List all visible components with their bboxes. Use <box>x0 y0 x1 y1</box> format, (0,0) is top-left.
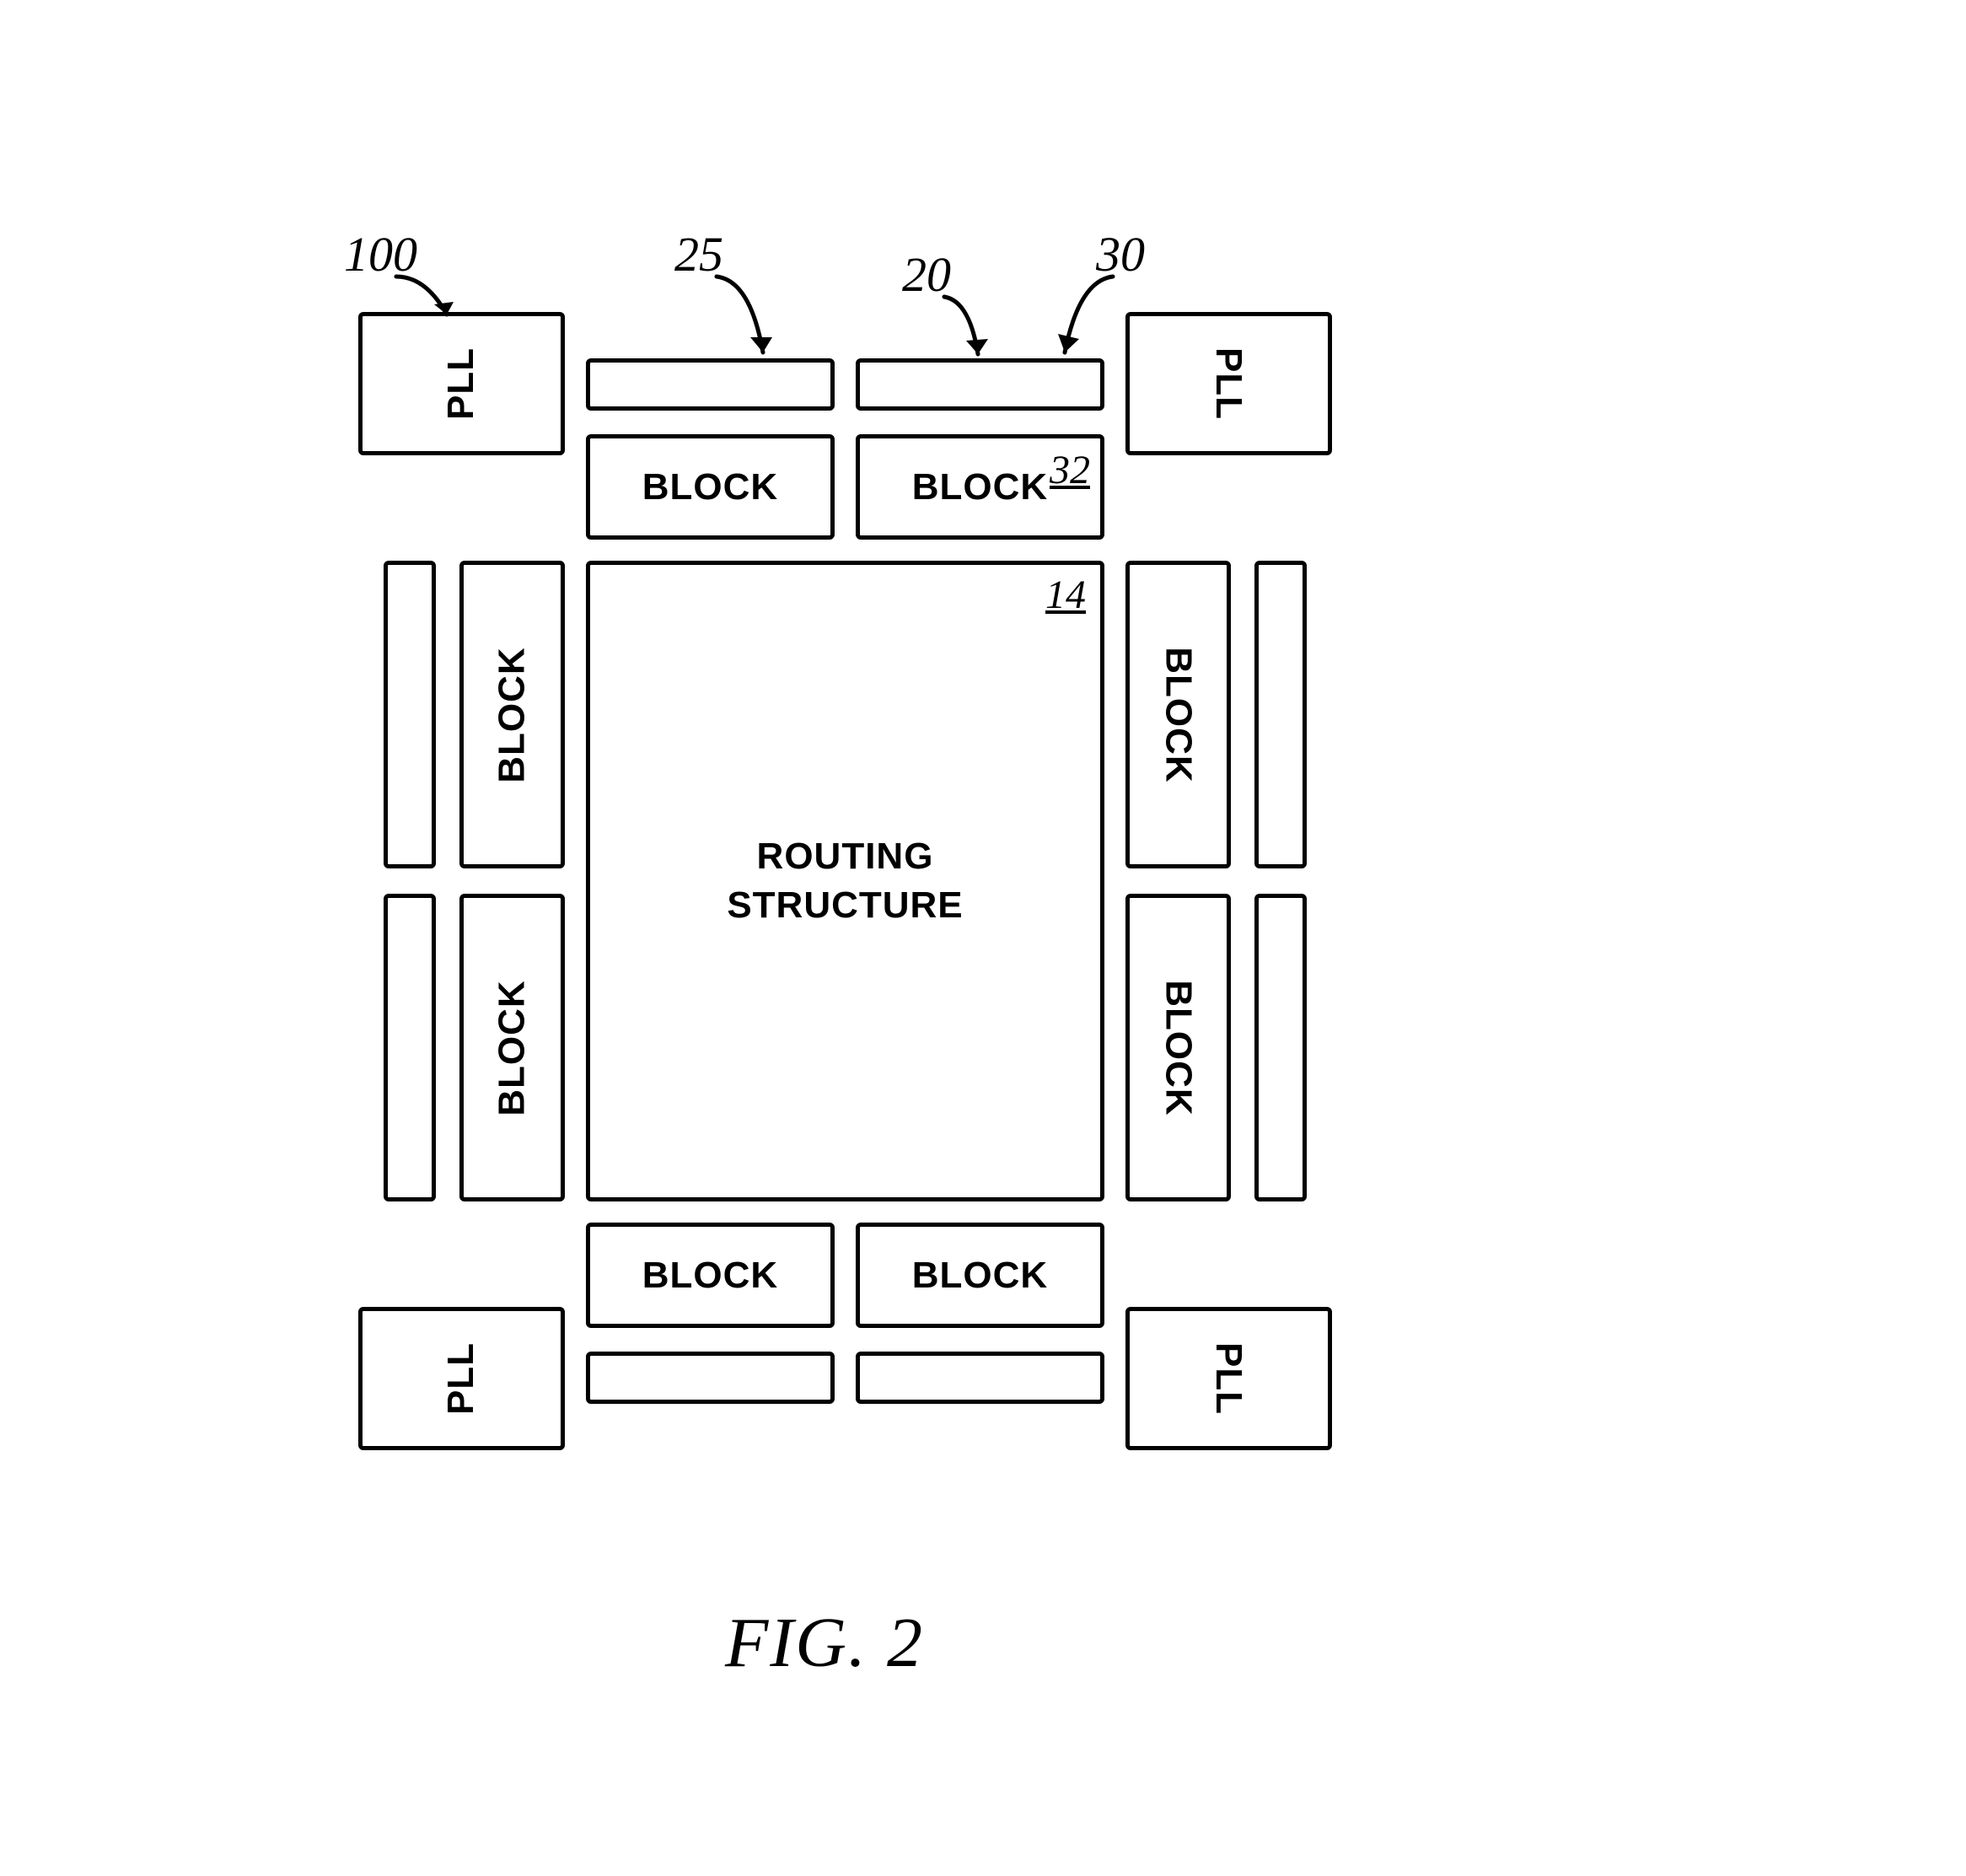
block-label: BLOCK <box>1158 980 1200 1115</box>
figure-caption: FIG. 2 <box>725 1602 924 1684</box>
block-top-1: BLOCK <box>586 434 835 540</box>
routing-label-1: ROUTING <box>757 836 934 878</box>
io-bar-left-1 <box>384 561 436 868</box>
block-right-2: BLOCK <box>1125 894 1231 1201</box>
block-right-1: BLOCK <box>1125 561 1231 868</box>
io-bar-bottom-2 <box>856 1352 1104 1404</box>
pll-label: PLL <box>1207 347 1249 420</box>
io-bar-bottom-1 <box>586 1352 835 1404</box>
routing-label-2: STRUCTURE <box>727 884 963 927</box>
pll-label: PLL <box>440 347 482 420</box>
ref-14: 14 <box>1045 572 1086 618</box>
block-label: BLOCK <box>492 647 534 782</box>
routing-structure: ROUTING STRUCTURE <box>586 561 1104 1201</box>
leader-30 <box>1033 268 1134 378</box>
figure-canvas: PLL PLL PLL PLL BLOCK BLOCK BLOCK BLOCK … <box>0 0 1966 1876</box>
block-bottom-2: BLOCK <box>856 1223 1104 1328</box>
pll-bottom-left: PLL <box>358 1307 565 1450</box>
block-left-1: BLOCK <box>459 561 565 868</box>
block-label: BLOCK <box>1158 647 1200 782</box>
pll-label: PLL <box>1207 1342 1249 1415</box>
pll-top-right: PLL <box>1125 312 1332 455</box>
block-label: BLOCK <box>912 466 1048 508</box>
pll-bottom-right: PLL <box>1125 1307 1332 1450</box>
block-label: BLOCK <box>642 466 778 508</box>
routing-label-group: ROUTING STRUCTURE <box>727 836 963 927</box>
leader-20 <box>936 288 1020 381</box>
io-bar-right-2 <box>1254 894 1307 1201</box>
block-bottom-1: BLOCK <box>586 1223 835 1328</box>
pll-label: PLL <box>440 1342 482 1415</box>
io-bar-right-1 <box>1254 561 1307 868</box>
block-label: BLOCK <box>492 980 534 1115</box>
block-label: BLOCK <box>912 1255 1048 1297</box>
ref-32: 32 <box>1050 447 1090 493</box>
block-label: BLOCK <box>642 1255 778 1297</box>
leader-100 <box>388 268 489 344</box>
io-bar-left-2 <box>384 894 436 1201</box>
leader-25 <box>708 268 809 378</box>
block-left-2: BLOCK <box>459 894 565 1201</box>
